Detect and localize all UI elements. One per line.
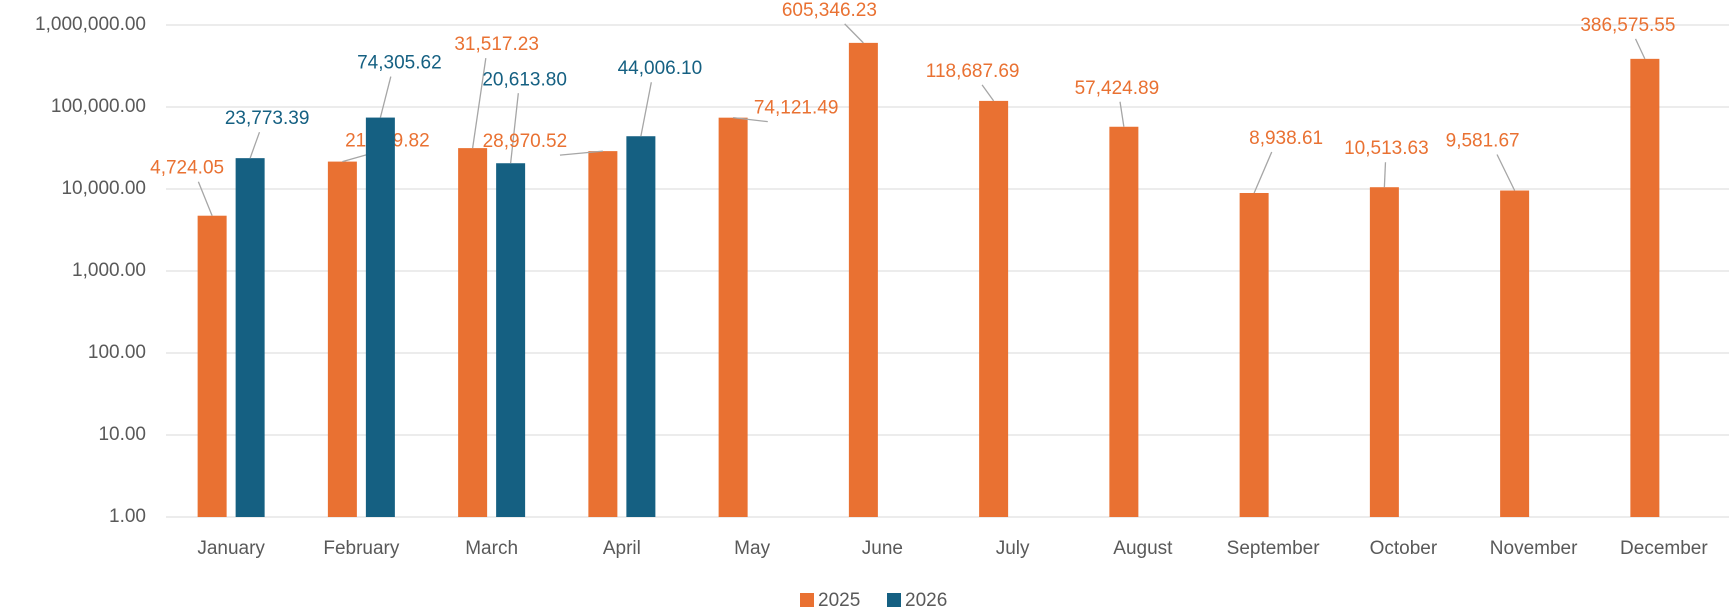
legend-swatch (800, 593, 814, 607)
x-tick-label: November (1490, 538, 1578, 559)
leader-line (844, 23, 864, 44)
data-label: 118,687.69 (926, 61, 1020, 82)
data-label: 10,513.63 (1344, 138, 1429, 159)
leader-line (249, 131, 261, 159)
bar (1630, 58, 1660, 518)
data-label: 44,006.10 (618, 58, 703, 79)
data-label: 386,575.55 (1580, 15, 1675, 36)
legend-label: 2025 (818, 590, 860, 611)
leader-line (981, 84, 995, 102)
bar (718, 117, 748, 517)
bar (626, 136, 656, 518)
data-label: 4,724.05 (150, 158, 224, 179)
bar (1500, 190, 1530, 517)
x-tick-label: April (603, 538, 641, 559)
leader-line (471, 58, 487, 149)
x-tick-label: October (1370, 538, 1438, 559)
bar (979, 100, 1009, 517)
y-tick-label: 1,000.00 (72, 260, 146, 281)
leader-line (733, 117, 768, 123)
x-tick-label: December (1620, 538, 1708, 559)
leader-line (1119, 101, 1125, 127)
data-label: 20,613.80 (482, 69, 567, 90)
leader-line (197, 181, 213, 216)
bar (327, 161, 357, 517)
data-label: 605,346.23 (782, 0, 877, 21)
leader-line (509, 93, 519, 164)
leader-line (1253, 151, 1273, 194)
x-tick-label: January (197, 538, 265, 559)
bar (197, 215, 227, 517)
bar (235, 158, 265, 517)
data-label: 57,424.89 (1075, 78, 1160, 99)
x-tick-label: June (862, 538, 903, 559)
data-label: 9,581.67 (1446, 131, 1520, 152)
bar (496, 163, 526, 517)
bar (365, 117, 395, 517)
x-tick-label: September (1227, 538, 1321, 559)
y-tick-label: 10.00 (98, 424, 146, 445)
bar (1239, 192, 1269, 518)
leader-line (559, 150, 603, 156)
bar (458, 148, 488, 517)
y-tick-label: 1.00 (109, 506, 146, 527)
x-tick-label: July (996, 538, 1030, 559)
bar (1369, 187, 1399, 517)
x-tick-label: February (323, 538, 400, 559)
y-tick-label: 1,000,000.00 (35, 14, 146, 35)
legend-label: 2026 (905, 590, 947, 611)
y-tick-label: 100,000.00 (51, 96, 146, 117)
leader-line (1634, 38, 1646, 60)
leader-line (379, 76, 392, 118)
x-tick-label: May (734, 538, 770, 559)
leader-line (1496, 154, 1516, 191)
y-tick-label: 100.00 (88, 342, 146, 363)
data-label: 8,938.61 (1249, 128, 1323, 149)
legend-swatch (887, 593, 901, 607)
leader-line (1383, 162, 1387, 188)
data-label: 31,517.23 (454, 34, 539, 55)
x-tick-label: March (465, 538, 518, 559)
data-label: 23,773.39 (225, 108, 310, 129)
data-label: 28,970.52 (483, 131, 568, 152)
leader-line (640, 82, 652, 137)
x-tick-label: August (1113, 538, 1173, 559)
bar (848, 42, 878, 518)
y-tick-label: 10,000.00 (61, 178, 146, 199)
leader-line (342, 153, 368, 163)
data-label: 74,305.62 (357, 53, 442, 74)
data-label: 74,121.49 (754, 98, 839, 119)
bar (1109, 126, 1139, 517)
bar (588, 151, 618, 518)
